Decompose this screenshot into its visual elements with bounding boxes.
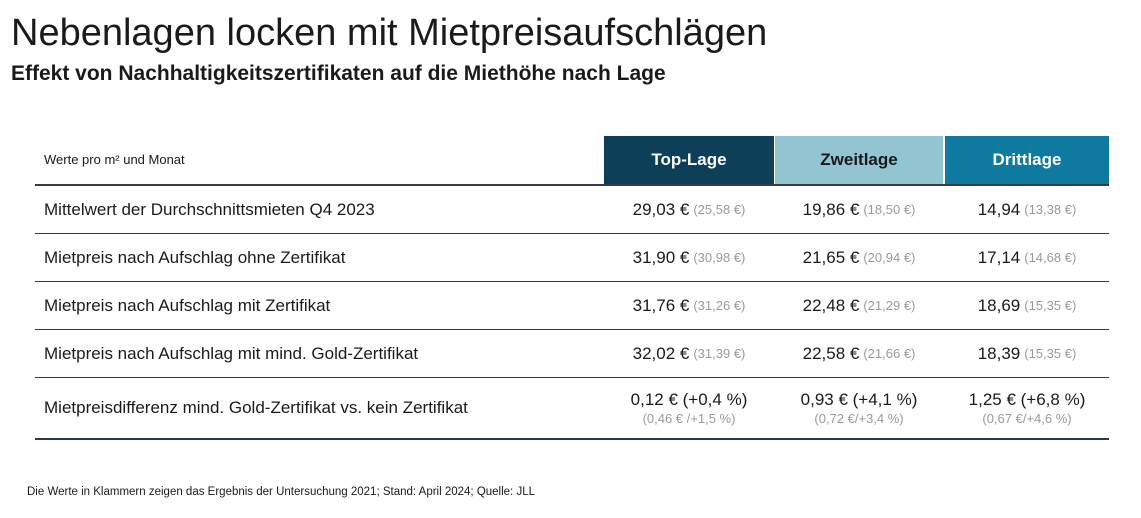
page-title: Nebenlagen locken mit Mietpreisaufschläg… xyxy=(11,12,768,54)
cell-previous-value: (18,50 €) xyxy=(863,202,916,217)
cell-value: 32,02 € xyxy=(632,343,690,363)
cell-value: 14,94 xyxy=(977,199,1021,219)
cell-value: 18,39 xyxy=(977,343,1021,363)
row-label: Mietpreis nach Aufschlag mit Zertifikat xyxy=(44,295,331,315)
cell-previous-value: (30,98 €) xyxy=(693,250,746,265)
column-header-top-lage: Top-Lage xyxy=(604,136,774,184)
table-row: Mietpreis nach Aufschlag ohne Zertifikat… xyxy=(35,234,1109,282)
cell-value: 21,65 € xyxy=(802,247,860,267)
cell-previous-value: (21,29 €) xyxy=(863,298,916,313)
cell-value: 22,48 € xyxy=(802,295,860,315)
table-cell: 22,58 € (21,66 €) xyxy=(775,330,943,377)
cell-previous-value: (20,94 €) xyxy=(863,250,916,265)
cell-previous-value: (21,66 €) xyxy=(863,346,916,361)
table-header-row: Werte pro m² und Monat Top-Lage Zweitlag… xyxy=(35,136,1109,186)
cell-previous-value: (0,72 €/+3,4 %) xyxy=(814,411,904,426)
table-row: Mietpreis nach Aufschlag mit Zertifikat … xyxy=(35,282,1109,330)
table-cell: 18,69 (15,35 €) xyxy=(945,282,1109,329)
table-cell: 21,65 € (20,94 €) xyxy=(775,234,943,281)
cell-previous-value: (25,58 €) xyxy=(693,202,746,217)
table-row: Mietpreis nach Aufschlag mit mind. Gold-… xyxy=(35,330,1109,378)
table-row: Mietpreisdifferenz mind. Gold-Zertifikat… xyxy=(35,378,1109,440)
row-label: Mietpreisdifferenz mind. Gold-Zertifikat… xyxy=(44,398,468,417)
column-header-drittlage: Drittlage xyxy=(945,136,1109,184)
page-subtitle: Effekt von Nachhaltigkeitszertifikaten a… xyxy=(11,62,666,85)
cell-previous-value: (13,38 €) xyxy=(1024,202,1077,217)
cell-previous-value: (31,26 €) xyxy=(693,298,746,313)
cell-previous-value: (0,67 €/+4,6 %) xyxy=(982,411,1072,426)
table-cell: 1,25 € (+6,8 %) (0,67 €/+4,6 %) xyxy=(945,378,1109,438)
cell-value: 0,93 € (+4,1 %) xyxy=(800,390,918,409)
table-cell: 14,94 (13,38 €) xyxy=(945,186,1109,233)
cell-value: 19,86 € xyxy=(802,199,860,219)
cell-previous-value: (0,46 € /+1,5 %) xyxy=(642,411,736,426)
table-cell: 32,02 € (31,39 €) xyxy=(604,330,774,377)
column-header-zweitlage: Zweitlage xyxy=(775,136,943,184)
cell-value: 29,03 € xyxy=(632,199,690,219)
table-cell: 0,93 € (+4,1 %) (0,72 €/+3,4 %) xyxy=(775,378,943,438)
cell-value: 31,90 € xyxy=(632,247,690,267)
table-cell: 19,86 € (18,50 €) xyxy=(775,186,943,233)
cell-previous-value: (15,35 €) xyxy=(1024,346,1077,361)
table-cell: 17,14 (14,68 €) xyxy=(945,234,1109,281)
table-cell: 29,03 € (25,58 €) xyxy=(604,186,774,233)
table-cell: 22,48 € (21,29 €) xyxy=(775,282,943,329)
cell-previous-value: (31,39 €) xyxy=(693,346,746,361)
cell-previous-value: (15,35 €) xyxy=(1024,298,1077,313)
cell-value: 22,58 € xyxy=(802,343,860,363)
table-cell: 0,12 € (+0,4 %) (0,46 € /+1,5 %) xyxy=(604,378,774,438)
footnote: Die Werte in Klammern zeigen das Ergebni… xyxy=(27,486,535,498)
cell-previous-value: (14,68 €) xyxy=(1024,250,1077,265)
row-label: Mittelwert der Durchschnittsmieten Q4 20… xyxy=(44,199,375,219)
row-label: Mietpreis nach Aufschlag mit mind. Gold-… xyxy=(44,343,419,363)
cell-value: 0,12 € (+0,4 %) xyxy=(630,390,748,409)
cell-value: 18,69 xyxy=(977,295,1021,315)
table-row: Mittelwert der Durchschnittsmieten Q4 20… xyxy=(35,186,1109,234)
unit-label: Werte pro m² und Monat xyxy=(44,152,185,167)
row-label: Mietpreis nach Aufschlag ohne Zertifikat xyxy=(44,247,346,267)
table-cell: 31,76 € (31,26 €) xyxy=(604,282,774,329)
table-cell: 18,39 (15,35 €) xyxy=(945,330,1109,377)
table-cell: 31,90 € (30,98 €) xyxy=(604,234,774,281)
rent-table: Werte pro m² und Monat Top-Lage Zweitlag… xyxy=(35,136,1109,440)
cell-value: 17,14 xyxy=(977,247,1021,267)
cell-value: 1,25 € (+6,8 %) xyxy=(968,390,1086,409)
cell-value: 31,76 € xyxy=(632,295,690,315)
